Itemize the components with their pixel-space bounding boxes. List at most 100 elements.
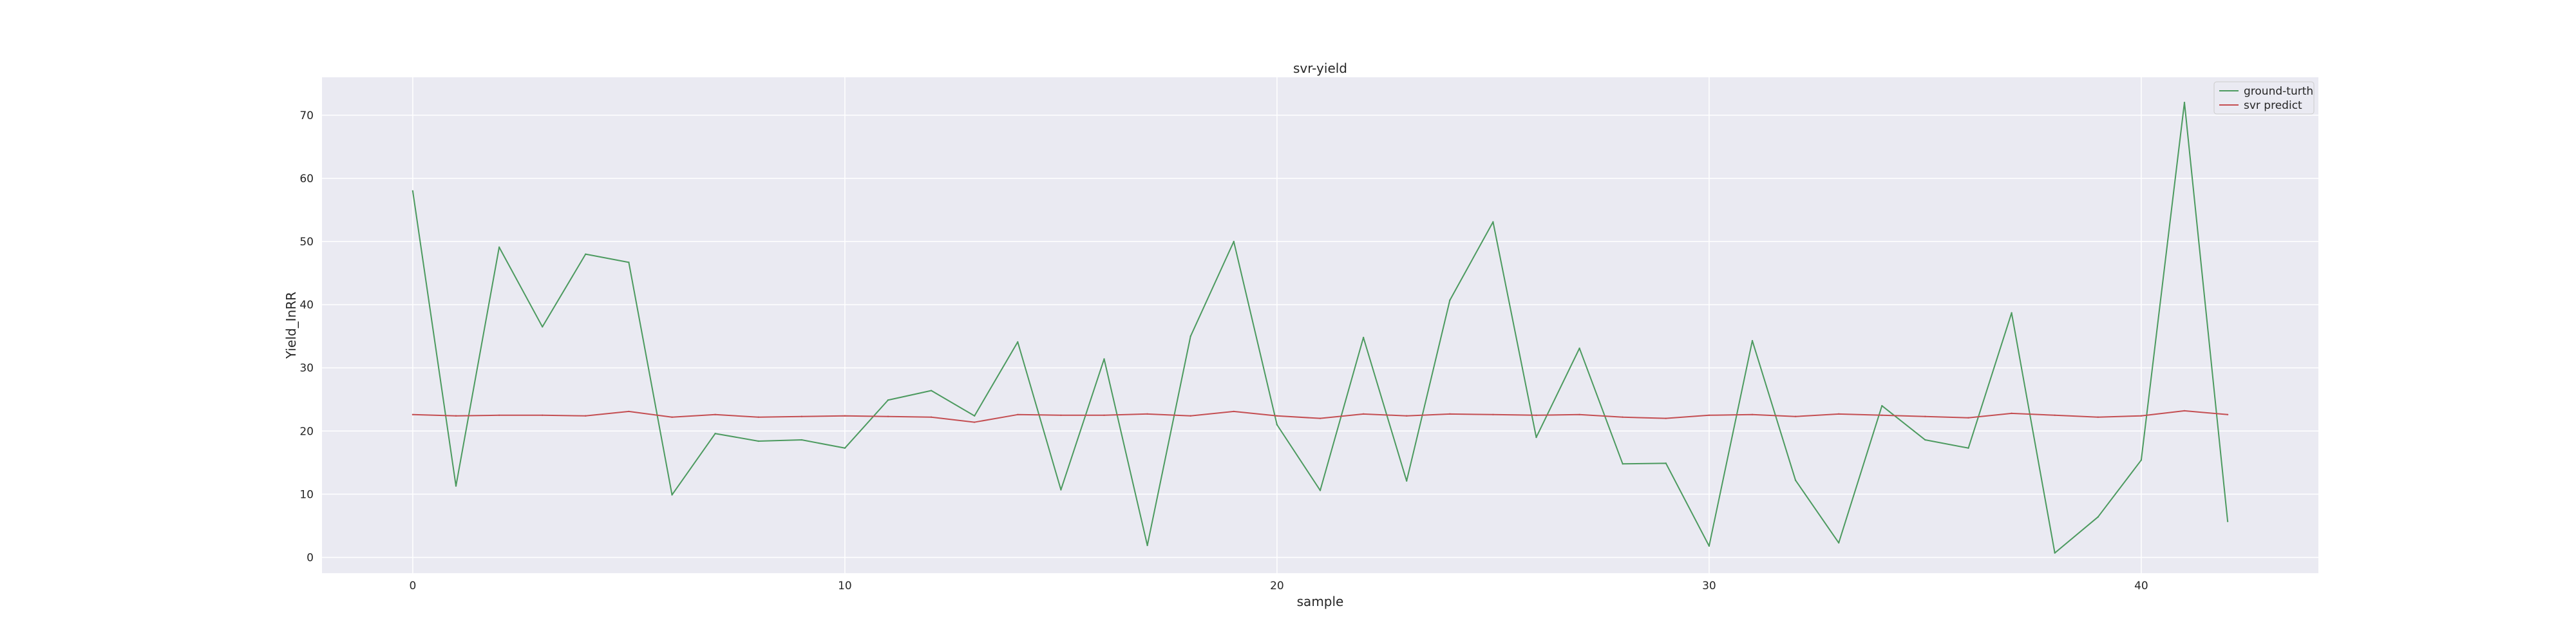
y-tick-label: 50 xyxy=(299,236,314,249)
series-points-ground-turth xyxy=(412,102,2229,554)
data-point xyxy=(1665,462,1667,464)
data-point xyxy=(2226,520,2229,522)
y-tick-label: 60 xyxy=(299,173,314,185)
data-point xyxy=(542,326,544,328)
data-point xyxy=(887,399,889,401)
x-tick-label: 0 xyxy=(409,580,416,592)
data-point xyxy=(714,433,716,435)
x-tick-label: 10 xyxy=(838,580,852,592)
data-point xyxy=(455,485,457,487)
data-point xyxy=(2054,552,2056,554)
data-point xyxy=(2140,415,2143,417)
plot-background xyxy=(322,77,2318,573)
data-point xyxy=(1967,447,1969,449)
data-point xyxy=(887,415,889,417)
data-point xyxy=(1319,489,1321,491)
data-point xyxy=(2183,102,2186,104)
data-point xyxy=(800,439,803,441)
data-point xyxy=(1189,335,1191,337)
data-point xyxy=(1276,415,1278,417)
data-point xyxy=(412,413,414,415)
data-point xyxy=(2011,312,2012,314)
y-axis-label: Yield_InRR xyxy=(283,292,299,359)
data-point xyxy=(1708,545,1710,547)
data-point xyxy=(757,440,759,442)
y-tick-labels: 0 10 20 30 40 50 60 70 xyxy=(299,109,314,565)
grid-lines xyxy=(322,77,2318,573)
data-point xyxy=(1881,404,1883,407)
data-point xyxy=(1924,439,1926,441)
data-point xyxy=(1017,341,1019,343)
data-point xyxy=(1535,436,1537,439)
y-tick-label: 0 xyxy=(307,551,314,564)
data-point xyxy=(628,261,630,263)
data-point xyxy=(1708,414,1710,416)
data-point xyxy=(974,421,976,423)
data-point xyxy=(1103,358,1105,360)
data-point xyxy=(930,416,933,418)
data-point xyxy=(1578,347,1580,350)
data-point xyxy=(1881,414,1883,416)
data-point xyxy=(2097,516,2099,518)
legend-label-ground-turth: ground-turth xyxy=(2244,85,2313,98)
y-tick-label: 40 xyxy=(299,299,314,312)
data-point xyxy=(1233,240,1235,243)
data-point xyxy=(2097,416,2099,418)
data-point xyxy=(844,415,846,417)
data-point xyxy=(1751,413,1754,415)
data-point xyxy=(1837,413,1840,415)
data-point xyxy=(844,447,846,449)
data-point xyxy=(1578,413,1580,415)
legend: ground-turth svr predict xyxy=(2213,81,2315,115)
data-point xyxy=(1362,413,1365,415)
data-point xyxy=(1319,417,1321,419)
data-point xyxy=(1189,415,1191,417)
data-point xyxy=(1492,413,1494,415)
data-point xyxy=(1060,489,1062,491)
data-point xyxy=(1492,221,1494,223)
y-tick-label: 20 xyxy=(299,425,314,438)
data-point xyxy=(2054,414,2056,416)
data-point xyxy=(1794,479,1797,482)
data-point xyxy=(757,416,759,418)
series-points-svr-predict xyxy=(412,410,2229,423)
y-tick-label: 30 xyxy=(299,362,314,375)
data-point xyxy=(1794,415,1797,417)
data-point xyxy=(1017,413,1019,415)
x-tick-label: 30 xyxy=(1702,580,1716,592)
y-tick-label: 10 xyxy=(299,488,314,501)
data-point xyxy=(1146,544,1148,547)
data-point xyxy=(1622,463,1624,465)
data-point xyxy=(498,414,500,416)
data-point xyxy=(1103,414,1105,416)
data-point xyxy=(1751,339,1754,342)
x-tick-label: 20 xyxy=(1270,580,1284,592)
data-point xyxy=(498,246,500,249)
data-point xyxy=(1405,480,1408,482)
data-point xyxy=(585,415,587,417)
data-point xyxy=(1535,414,1537,416)
data-point xyxy=(585,253,587,255)
data-point xyxy=(455,415,457,417)
x-axis-label: sample xyxy=(1297,594,1344,609)
legend-box xyxy=(2213,81,2315,115)
data-point xyxy=(1233,410,1235,413)
data-point xyxy=(1405,415,1408,417)
data-point xyxy=(1362,336,1365,339)
y-tick-label: 70 xyxy=(299,109,314,122)
data-point xyxy=(1967,417,1969,419)
data-point xyxy=(1449,413,1451,415)
data-point xyxy=(800,415,803,417)
data-point xyxy=(1924,415,1926,417)
data-point xyxy=(1449,299,1451,301)
data-point xyxy=(714,413,716,415)
data-point xyxy=(1146,413,1148,415)
series-lines xyxy=(412,102,2229,554)
data-point xyxy=(671,494,673,496)
data-point xyxy=(412,190,414,192)
data-point xyxy=(974,415,976,417)
data-point xyxy=(2140,459,2143,461)
data-point xyxy=(542,414,544,416)
